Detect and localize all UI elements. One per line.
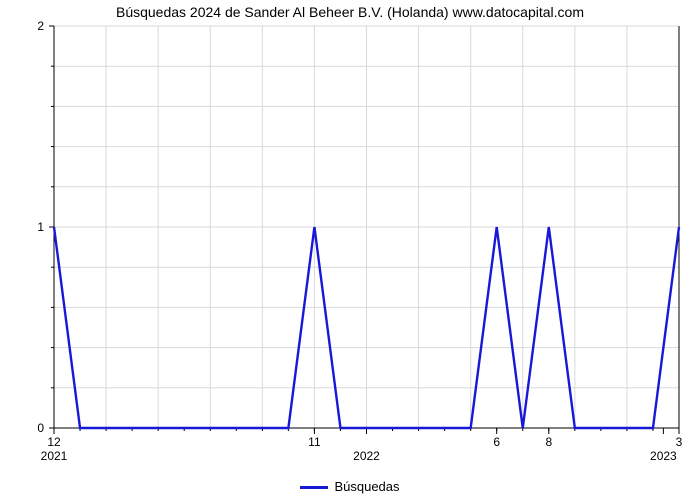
svg-text:3: 3	[676, 435, 683, 449]
legend-swatch	[300, 486, 328, 489]
svg-text:8: 8	[545, 435, 552, 449]
legend: Búsquedas	[0, 479, 700, 494]
legend-label: Búsquedas	[334, 479, 399, 494]
svg-text:6: 6	[493, 435, 500, 449]
svg-text:2023: 2023	[650, 449, 677, 463]
svg-text:0: 0	[37, 421, 44, 435]
svg-text:2021: 2021	[41, 449, 68, 463]
svg-text:11: 11	[308, 435, 321, 449]
line-chart: 0121220211120226820233	[0, 0, 700, 500]
svg-text:2022: 2022	[353, 449, 380, 463]
svg-text:12: 12	[47, 435, 61, 449]
svg-text:1: 1	[37, 220, 44, 234]
svg-text:2: 2	[37, 19, 44, 33]
